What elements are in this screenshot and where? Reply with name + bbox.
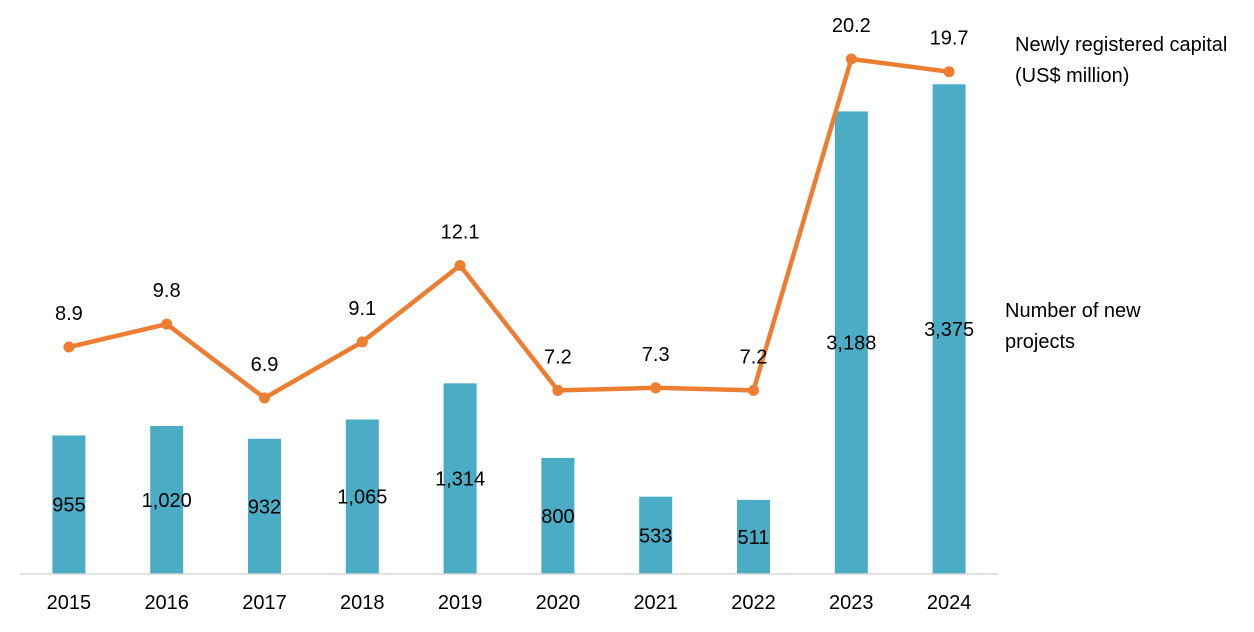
x-tick-2018: 2018 xyxy=(340,592,385,614)
bar-label-2019: 1,314 xyxy=(435,469,485,491)
bar-2023 xyxy=(834,111,868,574)
line-point-2015 xyxy=(63,341,75,353)
bar-label-2023: 3,188 xyxy=(826,333,876,355)
bar-label-2024: 3,375 xyxy=(924,319,974,341)
legend-line-label-1: Newly registered capital xyxy=(1015,34,1228,56)
line-series xyxy=(63,53,955,404)
bar-2022 xyxy=(737,499,770,574)
bar-label-2016: 1,020 xyxy=(142,490,192,512)
line-point-2017 xyxy=(259,392,270,404)
line-label-2018: 9.1 xyxy=(348,298,376,320)
line-label-2023: 20.2 xyxy=(832,15,871,37)
bar-2021 xyxy=(639,496,673,574)
line-label-2020: 7.2 xyxy=(544,346,572,368)
legend-bar-label-2: projects xyxy=(1005,331,1076,353)
x-tick-2015: 2015 xyxy=(47,592,92,614)
line-point-2021 xyxy=(650,382,662,394)
x-tick-2020: 2020 xyxy=(536,592,581,614)
bar-label-2021: 533 xyxy=(639,525,672,547)
legend-line-label-2: (US$ million) xyxy=(1015,65,1130,87)
line-point-2019 xyxy=(454,259,466,271)
bar-label-2022: 511 xyxy=(738,527,770,549)
line-data-labels: 8.9 9.8 6.9 9.1 12.1 7.2 7.3 7.2 20.2 19.7 xyxy=(55,15,969,376)
x-axis-tick-labels: 2015 2016 2017 2018 2019 2020 2021 2022 2023 2024 xyxy=(47,592,972,614)
line-point-2024 xyxy=(943,66,955,78)
x-tick-2024: 2024 xyxy=(927,592,972,614)
line-point-2023 xyxy=(845,53,857,65)
line-label-2024: 19.7 xyxy=(930,28,969,50)
bar-2015 xyxy=(52,435,86,574)
x-tick-2016: 2016 xyxy=(144,592,189,614)
bar-2020 xyxy=(541,457,575,574)
legend-line-series: Newly registered capital (US$ million) xyxy=(1015,30,1227,92)
line-point-2020 xyxy=(552,384,564,396)
bar-label-2017: 932 xyxy=(248,496,281,518)
bar-2018 xyxy=(345,419,379,574)
legend-bar-label-1: Number of new xyxy=(1005,300,1141,322)
x-tick-2019: 2019 xyxy=(438,592,483,614)
line-label-2021: 7.3 xyxy=(642,344,670,366)
line-label-2019: 12.1 xyxy=(441,221,480,243)
legend-bar-series: Number of new projects xyxy=(1005,296,1141,358)
line-label-2017: 6.9 xyxy=(251,354,279,376)
line-point-2016 xyxy=(161,318,173,330)
x-tick-2022: 2022 xyxy=(731,592,776,614)
x-tick-2017: 2017 xyxy=(242,592,287,614)
bar-2019 xyxy=(443,383,477,574)
line-point-2018 xyxy=(356,336,368,348)
bar-label-2015: 955 xyxy=(52,495,85,517)
bar-2024 xyxy=(932,84,966,574)
line-label-2016: 9.8 xyxy=(153,280,181,302)
line-point-2022 xyxy=(748,384,759,396)
x-tick-2021: 2021 xyxy=(633,592,678,614)
x-tick-2023: 2023 xyxy=(829,592,874,614)
bar-series xyxy=(52,84,966,574)
line-label-2015: 8.9 xyxy=(55,303,83,325)
bar-2016 xyxy=(150,425,184,574)
bar-label-2020: 800 xyxy=(541,506,574,528)
bar-2017 xyxy=(248,438,281,574)
bar-label-2018: 1,065 xyxy=(337,487,387,509)
capital-line xyxy=(66,56,952,401)
line-label-2022: 7.2 xyxy=(740,346,768,368)
bar-data-labels: 955 1,020 932 1,065 1,314 800 533 511 3,188 3,375 xyxy=(52,319,974,549)
